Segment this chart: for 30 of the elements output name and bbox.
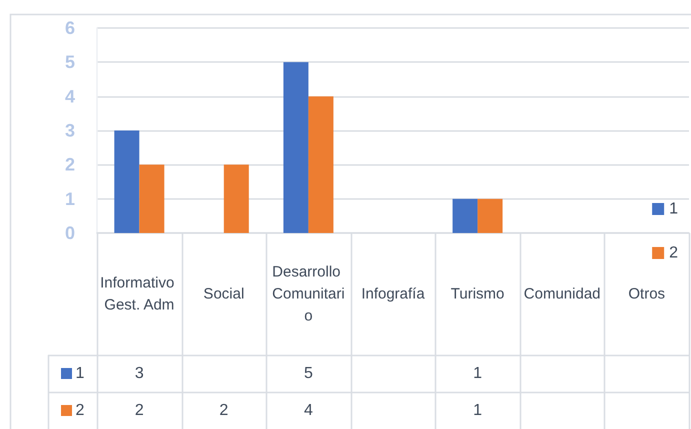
bar [452, 198, 478, 233]
bar [139, 164, 164, 233]
data-label: 1 [473, 364, 482, 382]
bar [114, 130, 140, 233]
x-tick-label: Otros [628, 286, 666, 302]
y-tick-label: 1 [64, 188, 75, 209]
y-tick-label: 6 [64, 18, 75, 38]
x-tick-label: Turismo [450, 286, 504, 302]
data-label: 5 [304, 364, 313, 382]
x-tick-label: Infografía [361, 286, 426, 302]
y-tick-label: 4 [64, 86, 75, 106]
x-tick-label: Social [203, 286, 244, 302]
bar [283, 62, 308, 233]
bar [308, 96, 334, 233]
data-label: 4 [304, 402, 313, 420]
x-tick-label: Informativo Gest. Adm [100, 274, 178, 314]
y-tick-label: 0 [64, 223, 75, 243]
data-label: 1 [473, 402, 482, 420]
data-label: 3 [134, 364, 144, 382]
text: 1 [669, 200, 678, 218]
legend-label: 2 [669, 244, 678, 262]
data-label: 2 [134, 402, 144, 420]
bar [224, 164, 249, 233]
x-tick-label: Comunidad [524, 286, 600, 302]
bar [478, 198, 503, 233]
data-label: 2 [219, 402, 228, 420]
y-tick-label: 5 [64, 52, 75, 72]
y-tick-label: 2 [64, 154, 75, 175]
y-tick-label: 3 [64, 120, 75, 140]
x-tick-label: Desarrollo Comunitario [272, 264, 345, 324]
